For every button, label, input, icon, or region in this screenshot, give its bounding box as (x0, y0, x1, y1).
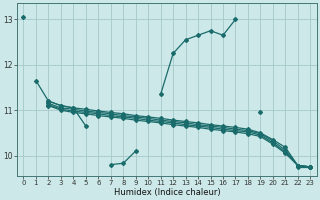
X-axis label: Humidex (Indice chaleur): Humidex (Indice chaleur) (114, 188, 220, 197)
